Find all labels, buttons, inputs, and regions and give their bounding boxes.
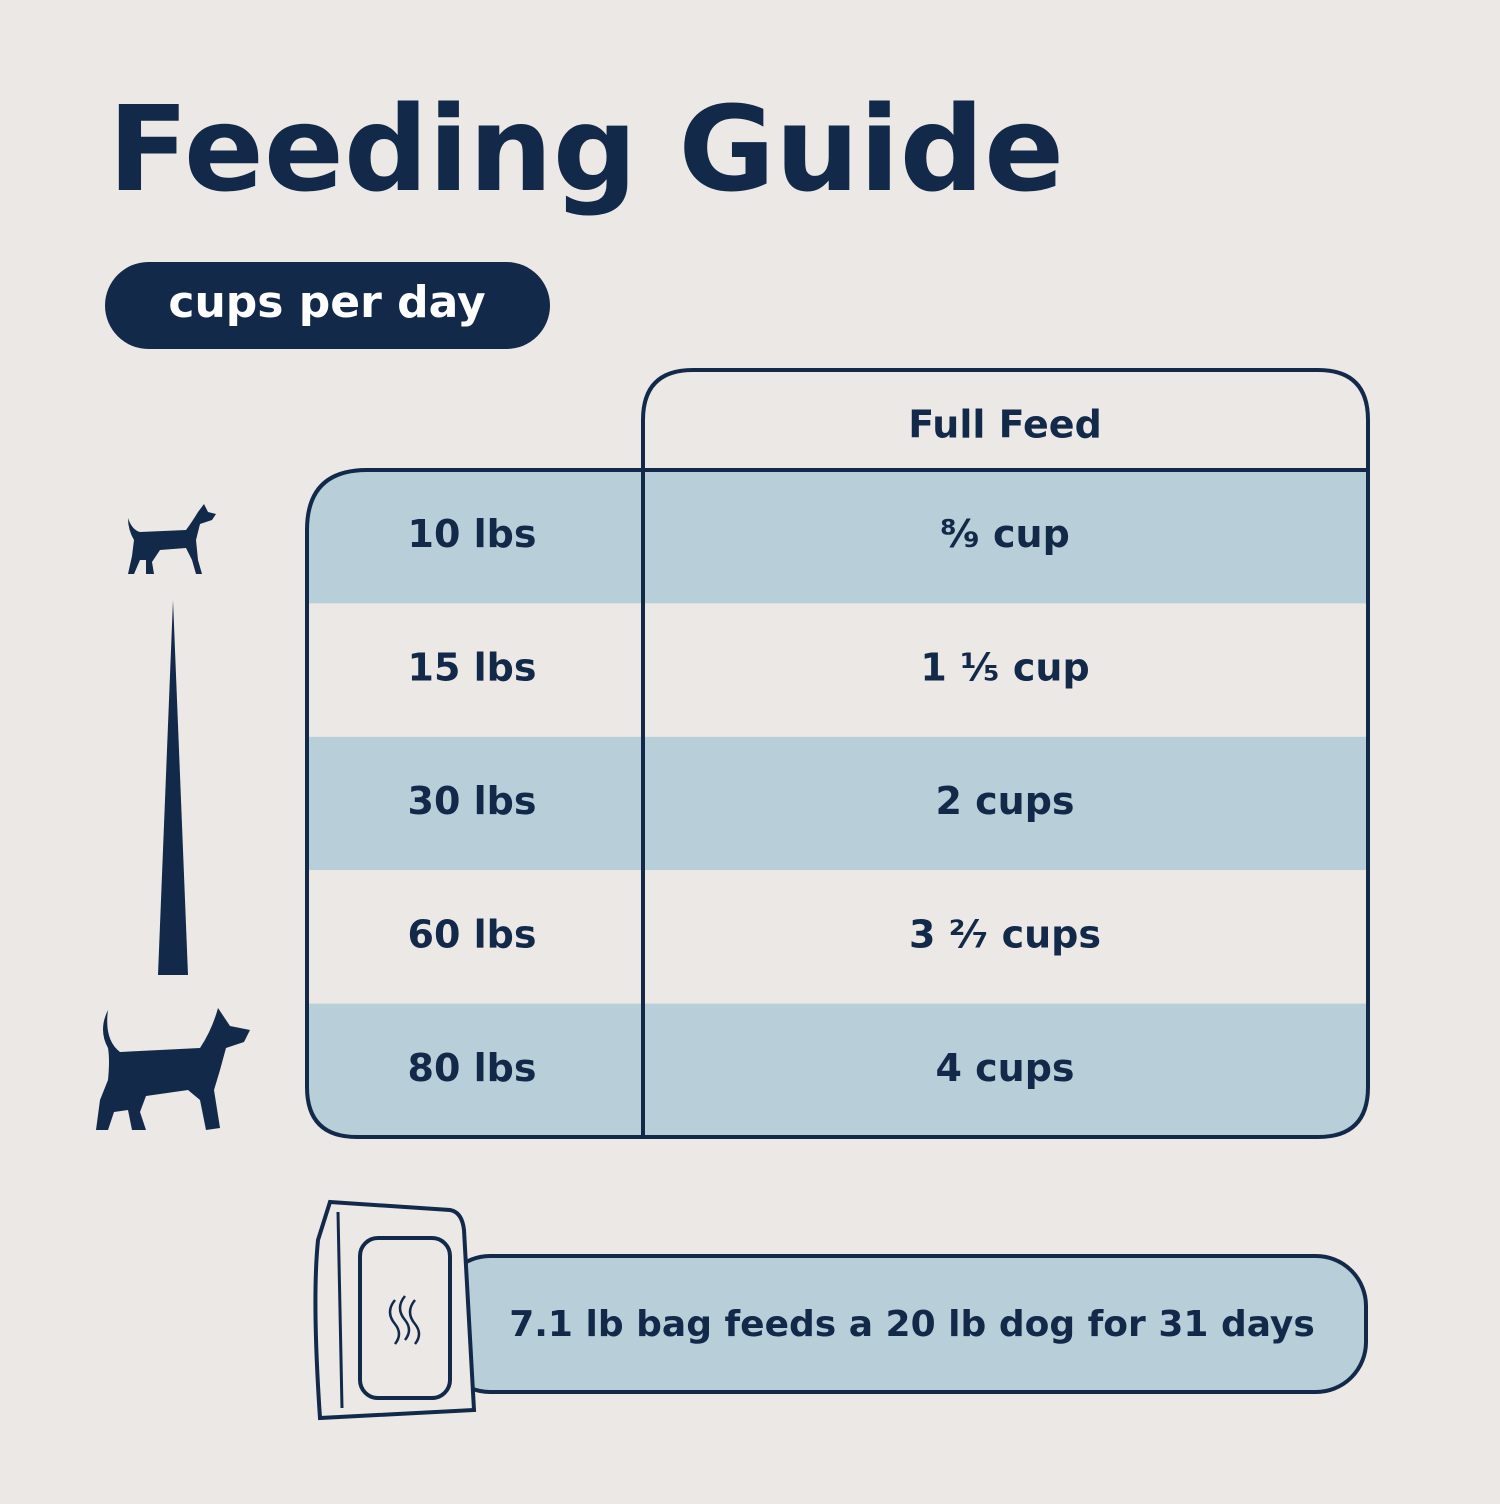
table-row xyxy=(307,736,1368,871)
weight-cell: 10 lbs xyxy=(408,512,537,556)
table-border xyxy=(305,468,1370,1139)
table-row xyxy=(307,470,1368,604)
header-cell xyxy=(641,368,1370,472)
bag-outline xyxy=(313,1199,477,1421)
amount-cell: ⁸⁄₉ cup xyxy=(940,512,1070,556)
table-row xyxy=(307,603,1368,737)
amount-cell: 1 ¹⁄₅ cup xyxy=(920,646,1089,690)
bag-note: 7.1 lb bag feeds a 20 lb dog for 31 days xyxy=(313,1199,1368,1421)
weight-cell: 15 lbs xyxy=(408,646,537,690)
size-scale xyxy=(96,504,250,1130)
scale-wedge xyxy=(158,600,188,975)
bag-edge xyxy=(336,1211,344,1409)
badge xyxy=(105,262,550,349)
bag-steam-icon xyxy=(388,1295,421,1345)
small-dog-icon xyxy=(128,504,216,574)
large-dog-icon xyxy=(96,1008,250,1130)
weight-cell: 80 lbs xyxy=(408,1046,537,1090)
table: Full Feed xyxy=(305,368,1370,1139)
amount-cell: 4 cups xyxy=(935,1046,1074,1090)
note-text: 7.1 lb bag feeds a 20 lb dog for 31 days xyxy=(509,1304,1315,1345)
badge-text: cups per day xyxy=(168,277,485,328)
bag-label xyxy=(358,1236,452,1400)
amount-cell: 3 ²⁄₇ cups xyxy=(909,912,1101,956)
table-row xyxy=(307,870,1368,1004)
title: Feeding Guide xyxy=(108,80,1064,218)
weight-cell: 60 lbs xyxy=(408,912,537,956)
table-row xyxy=(307,1003,1368,1137)
column-header: Full Feed xyxy=(908,403,1102,447)
amount-cell: 2 cups xyxy=(935,779,1074,823)
weight-cell: 30 lbs xyxy=(408,779,537,823)
